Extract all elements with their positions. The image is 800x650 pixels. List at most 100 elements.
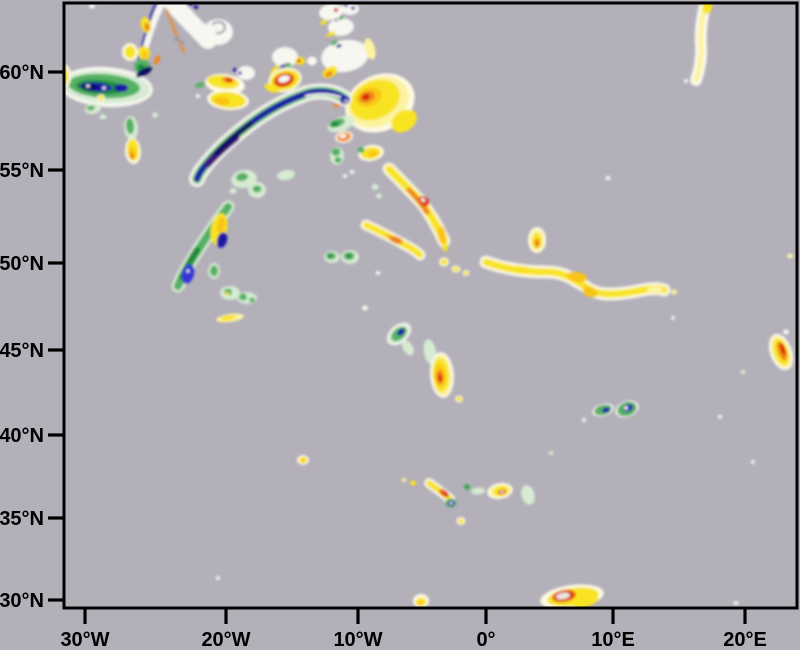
contour-blob — [341, 4, 359, 15]
contour-blob — [330, 40, 338, 46]
contour-blob — [500, 490, 504, 494]
contour-blob — [343, 99, 349, 103]
contour-blob — [86, 84, 90, 88]
contour-blob — [331, 121, 339, 127]
contour-blob — [571, 594, 599, 607]
x-tick-label: 30°W — [60, 629, 109, 650]
contour-blob — [351, 6, 355, 10]
contour-blob — [320, 19, 328, 25]
contour-blob — [278, 75, 290, 83]
contour-blob — [364, 38, 376, 60]
x-tick-label: 20°W — [201, 629, 250, 650]
contour-blob — [327, 254, 333, 258]
contour-blob — [336, 44, 342, 48]
contour-blob — [346, 254, 352, 258]
contour-blob — [362, 93, 370, 101]
contour-blob — [321, 39, 369, 73]
contour-blob — [144, 23, 150, 31]
contour-blob — [375, 271, 381, 275]
contour-blob — [152, 112, 158, 118]
y-tick-label: 60°N — [0, 62, 44, 84]
contour-blob — [556, 592, 570, 600]
contour-blob — [438, 374, 442, 382]
y-tick-label: 40°N — [0, 425, 44, 447]
contour-blob — [331, 148, 341, 156]
contour-blob — [236, 172, 248, 182]
contour-blob — [193, 5, 199, 9]
contour-blob — [264, 83, 280, 93]
contour-blob — [195, 82, 205, 88]
contour-blob — [368, 150, 378, 158]
contour-blob — [153, 55, 161, 65]
contour-blob — [397, 328, 405, 336]
y-tick-label: 55°N — [0, 160, 44, 182]
contour-blob — [389, 235, 403, 245]
plot-frame — [62, 1, 799, 610]
contour-blob — [129, 152, 135, 160]
contour-blob — [751, 460, 755, 464]
y-tick-label: 45°N — [0, 340, 44, 362]
contour-blob — [420, 197, 426, 203]
contour-blob — [203, 19, 233, 45]
contour-blob — [453, 266, 459, 272]
contour-blob — [229, 188, 237, 194]
contour-blob — [357, 147, 365, 153]
contour-blob — [302, 459, 306, 463]
contour-blob — [220, 315, 236, 321]
contour-blob — [181, 264, 195, 284]
contour-blob — [440, 259, 448, 265]
contour-blob — [456, 396, 462, 402]
contour-blob — [214, 96, 230, 106]
contour-blob — [449, 501, 453, 505]
y-tick-label: 35°N — [0, 508, 44, 530]
contour-blob — [277, 169, 295, 181]
contour-blob — [216, 232, 228, 248]
contour-blob — [410, 480, 416, 486]
contour-blob — [733, 601, 739, 605]
contour-blob — [582, 418, 586, 422]
contour-blob — [210, 265, 218, 277]
contour-blob — [605, 176, 611, 180]
contour-blob — [740, 370, 746, 374]
contour-blob — [671, 316, 675, 320]
contour-band — [213, 121, 253, 156]
contour-blob — [114, 84, 128, 92]
contour-blob — [325, 71, 333, 77]
contour-blob — [684, 79, 688, 83]
contour-blob — [180, 41, 184, 45]
contour-blob — [125, 118, 135, 134]
contour-blob — [186, 269, 190, 273]
contour-blob — [417, 601, 423, 605]
contour-band — [363, 222, 423, 258]
contour-blob — [233, 68, 237, 72]
contour-blob — [463, 271, 469, 275]
contour-blob — [65, 67, 69, 85]
contour-blob — [391, 109, 417, 133]
contour-blob — [216, 576, 220, 580]
contour-blob — [458, 518, 464, 524]
contour-blob — [718, 415, 722, 419]
contour-blob — [624, 406, 628, 410]
contour-blob — [334, 157, 342, 163]
contour-blob — [437, 226, 447, 244]
x-tick-label: 10°E — [591, 629, 635, 650]
contour-blob — [238, 71, 242, 75]
contour-blob — [339, 133, 347, 139]
contour-blob — [442, 243, 448, 251]
contour-blob — [196, 94, 200, 98]
contour-blob — [82, 83, 98, 91]
contour-band — [693, 4, 709, 83]
contour-blob — [362, 305, 368, 311]
x-tick-label: 0° — [476, 629, 495, 650]
contour-blob — [521, 485, 535, 505]
contour-band — [406, 187, 430, 215]
contour-blob — [443, 493, 449, 497]
contour-blob — [98, 95, 104, 101]
contour-blob — [102, 86, 106, 90]
contour-band — [135, 4, 158, 66]
contour-blob — [237, 66, 255, 80]
contour-band — [212, 20, 226, 35]
contour-blob — [402, 340, 414, 356]
contour-blob — [343, 174, 347, 178]
contour-blob — [338, 16, 344, 20]
